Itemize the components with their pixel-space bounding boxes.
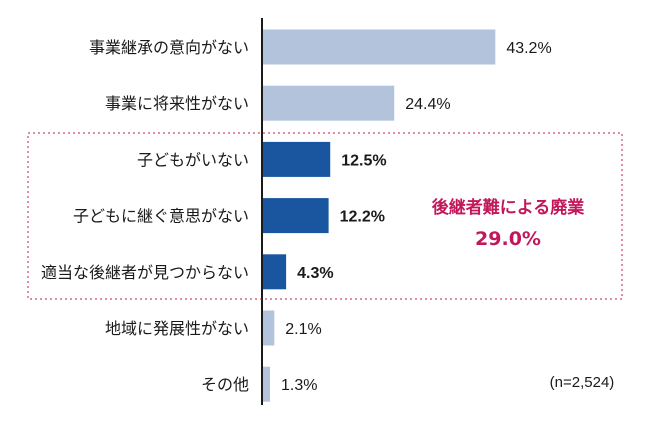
category-label: 適当な後継者が見つからない [41, 263, 249, 282]
bar [263, 29, 496, 65]
value-label: 2.1% [285, 321, 321, 338]
bar [263, 85, 395, 121]
annotation-label: 後継者難による廃業 [432, 197, 585, 218]
category-label: 子どもがいない [137, 150, 249, 169]
highlight-group-box [27, 132, 623, 300]
value-label: 12.5% [341, 152, 386, 169]
bar [263, 310, 275, 346]
bar [263, 254, 287, 290]
category-label: 地域に発展性がない [105, 319, 249, 338]
value-label: 12.2% [340, 209, 385, 226]
bars-layer: 事業継承の意向がない 43.2% 事業に将来性がない 24.4% 子どもがいない 12.5… [41, 29, 552, 402]
bar [263, 366, 270, 402]
bar [263, 198, 329, 234]
bar [263, 141, 331, 177]
value-label: 1.3% [281, 377, 317, 394]
category-label: 事業に将来性がない [105, 94, 249, 113]
value-label: 4.3% [297, 265, 333, 282]
category-label: その他 [201, 375, 249, 394]
sample-size-note: (n=2,524) [550, 374, 615, 391]
category-label: 子どもに継ぐ意思がない [73, 207, 249, 226]
category-label: 事業継承の意向がない [89, 38, 249, 57]
value-label: 24.4% [405, 96, 450, 113]
annotation-value: 29.0% [475, 228, 541, 250]
value-label: 43.2% [506, 40, 551, 57]
